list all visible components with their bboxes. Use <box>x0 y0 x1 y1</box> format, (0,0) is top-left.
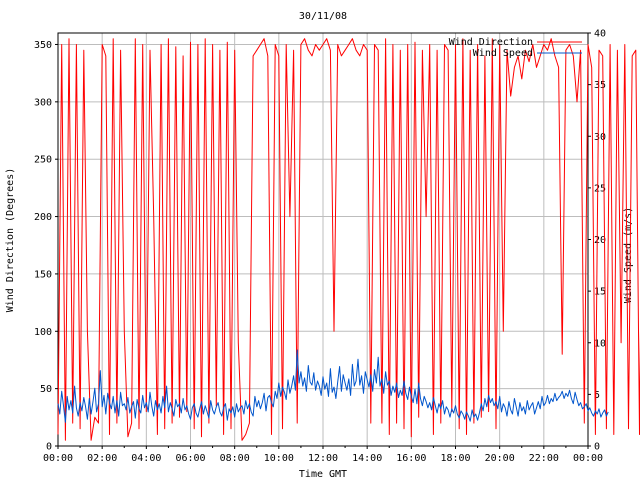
x-tick-label: 18:00 <box>440 453 470 464</box>
y-axis-left: 0 50 100 150 200 250 300 350 <box>34 40 58 453</box>
y-left-tick-label: 100 <box>34 327 52 338</box>
y-left-tick-label: 0 <box>46 442 52 453</box>
y-left-tick-label: 50 <box>40 384 52 395</box>
y-right-tick-label: 40 <box>594 29 606 40</box>
y-right-tick-label: 25 <box>594 183 606 194</box>
x-tick-label: 12:00 <box>308 453 338 464</box>
y-right-tick-label: 0 <box>594 442 600 453</box>
x-tick-label: 06:00 <box>175 453 205 464</box>
x-axis: 00:00 02:00 04:00 06:00 08:00 10:00 12:00 14:00… <box>43 446 603 464</box>
y-axis-label-left: Wind Direction (Degrees) <box>5 168 16 313</box>
x-tick-label: 02:00 <box>87 453 117 464</box>
x-tick-label: 10:00 <box>264 453 294 464</box>
x-tick-label: 22:00 <box>529 453 559 464</box>
y-right-tick-label: 35 <box>594 80 606 91</box>
x-tick-label: 08:00 <box>220 453 250 464</box>
chart-title: 30/11/08 <box>299 11 347 22</box>
y-right-tick-label: 5 <box>594 390 600 401</box>
x-tick-label: 14:00 <box>352 453 382 464</box>
series-layer <box>57 38 640 441</box>
x-tick-label: 04:00 <box>131 453 161 464</box>
legend: Wind Direction Wind Speed <box>449 37 582 59</box>
y-right-tick-label: 15 <box>594 287 606 298</box>
y-left-tick-label: 250 <box>34 155 52 166</box>
x-tick-label: 20:00 <box>485 453 515 464</box>
y-left-tick-label: 350 <box>34 40 52 51</box>
x-tick-label: 00:00 <box>43 453 73 464</box>
y-axis-right: 0 5 10 15 20 25 30 35 40 <box>588 29 606 453</box>
y-right-tick-label: 30 <box>594 132 606 143</box>
legend-label-wind-direction: Wind Direction <box>449 37 533 48</box>
series-line-wind-speed <box>57 349 609 423</box>
x-axis-label: Time GMT <box>299 469 347 480</box>
grid <box>58 33 588 446</box>
y-axis-label-right: Wind Speed (m/s) <box>623 207 634 303</box>
y-right-tick-label: 10 <box>594 338 606 349</box>
x-tick-label: 16:00 <box>396 453 426 464</box>
y-left-tick-label: 150 <box>34 269 52 280</box>
x-tick-label: 00:00 <box>573 453 603 464</box>
y-right-tick-label: 20 <box>594 235 606 246</box>
series-line-wind-direction <box>57 38 640 441</box>
legend-label-wind-speed: Wind Speed <box>473 48 533 59</box>
y-left-tick-label: 300 <box>34 97 52 108</box>
y-left-tick-label: 200 <box>34 212 52 223</box>
